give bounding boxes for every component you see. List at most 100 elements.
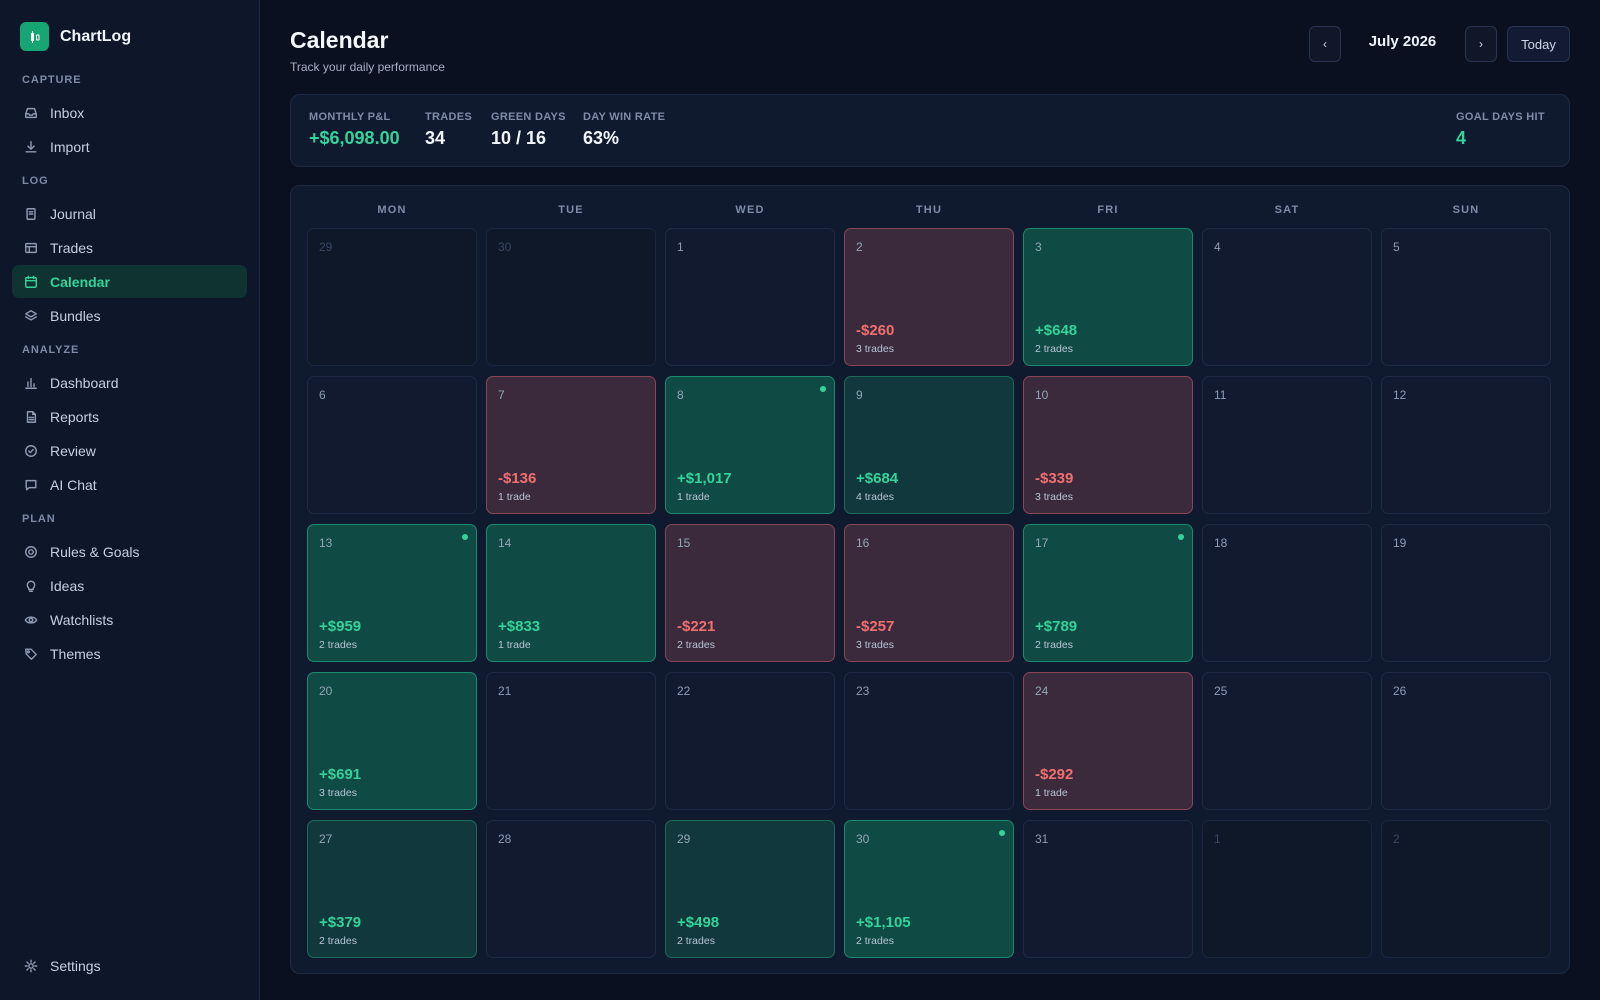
day-number: 4: [1214, 240, 1221, 254]
sidebar-item-review[interactable]: Review: [12, 434, 247, 467]
sidebar-item-dashboard[interactable]: Dashboard: [12, 366, 247, 399]
goal-hit-dot-icon: [1178, 534, 1184, 540]
day-trade-count: 3 trades: [856, 343, 894, 355]
day-pnl: +$648: [1035, 322, 1078, 339]
chat-icon: [25, 479, 37, 491]
day-number: 7: [498, 388, 505, 402]
stat-label: GREEN DAYS: [491, 111, 566, 123]
calendar-day-cell[interactable]: 1: [1202, 820, 1372, 958]
today-button[interactable]: Today: [1507, 26, 1570, 62]
day-pnl: -$260: [856, 322, 895, 339]
calendar-day-cell[interactable]: 2 -$260 3 trades: [844, 228, 1014, 366]
calendar-day-cell[interactable]: 16 -$257 3 trades: [844, 524, 1014, 662]
calendar-day-cell[interactable]: 19: [1381, 524, 1551, 662]
day-number: 31: [1035, 832, 1049, 846]
day-trade-count: 3 trades: [319, 787, 357, 799]
calendar-day-cell[interactable]: 10 -$339 3 trades: [1023, 376, 1193, 514]
calendar-grid: MON TUE WED THU FRI SAT SUN 29 30 1 2 -$260 3…: [290, 185, 1570, 974]
settings-area: Settings: [12, 949, 247, 983]
calendar-day-cell[interactable]: 2: [1381, 820, 1551, 958]
calendar-day-cell[interactable]: 30 +$1,105 2 trades: [844, 820, 1014, 958]
day-trade-count: 2 trades: [1035, 343, 1073, 355]
calendar-day-cell[interactable]: 13 +$959 2 trades: [307, 524, 477, 662]
day-number: 11: [1214, 388, 1227, 402]
calendar-day-cell[interactable]: 14 +$833 1 trade: [486, 524, 656, 662]
day-trade-count: 1 trade: [498, 639, 531, 651]
sidebar-item-label: Trades: [50, 239, 94, 256]
calendar-day-cell[interactable]: 9 +$684 4 trades: [844, 376, 1014, 514]
monthly-stats-bar: MONTHLY P&L +$6,098.00 TRADES 34 GREEN D…: [290, 94, 1570, 167]
candlestick-logo-icon: [20, 22, 49, 51]
sidebar-item-calendar[interactable]: Calendar: [12, 265, 247, 298]
next-month-button[interactable]: ›: [1465, 26, 1497, 62]
stat-label: DAY WIN RATE: [583, 111, 666, 123]
day-pnl: +$1,017: [677, 470, 732, 487]
calendar-day-cell[interactable]: 7 -$136 1 trade: [486, 376, 656, 514]
calendar-day-cell[interactable]: 28: [486, 820, 656, 958]
sidebar-item-themes[interactable]: Themes: [12, 637, 247, 670]
sidebar-item-ai-chat[interactable]: AI Chat: [12, 468, 247, 501]
calendar-day-cell[interactable]: 20 +$691 3 trades: [307, 672, 477, 810]
weekday-header-thu: THU: [915, 204, 943, 216]
sidebar-item-label: Settings: [50, 957, 101, 974]
day-number: 20: [319, 684, 333, 698]
sidebar-item-label: Review: [50, 442, 96, 459]
calendar-day-cell[interactable]: 22: [665, 672, 835, 810]
calendar-day-cell[interactable]: 31: [1023, 820, 1193, 958]
stat-trades: TRADES 34: [425, 111, 472, 149]
sidebar-item-label: Import: [50, 138, 90, 155]
calendar-day-cell[interactable]: 29 +$498 2 trades: [665, 820, 835, 958]
calendar-day-cell[interactable]: 6: [307, 376, 477, 514]
stat-value: 34: [425, 128, 446, 148]
sidebar-item-rules-goals[interactable]: Rules & Goals: [12, 535, 247, 568]
calendar-day-cell[interactable]: 5: [1381, 228, 1551, 366]
sidebar-item-inbox[interactable]: Inbox: [12, 96, 247, 129]
calendar-day-cell[interactable]: 27 +$379 2 trades: [307, 820, 477, 958]
day-trade-count: 2 trades: [856, 935, 894, 947]
brand[interactable]: ChartLog: [20, 22, 131, 51]
calendar-day-cell[interactable]: 1: [665, 228, 835, 366]
calendar-day-cell[interactable]: 3 +$648 2 trades: [1023, 228, 1193, 366]
sidebar-item-ideas[interactable]: Ideas: [12, 569, 247, 602]
sidebar-item-label: Watchlists: [50, 611, 114, 628]
calendar-day-cell[interactable]: 23: [844, 672, 1014, 810]
stat-value: 10 / 16: [491, 128, 547, 148]
stat-value: +$6,098.00: [309, 128, 400, 148]
calendar-day-cell[interactable]: 29: [307, 228, 477, 366]
calendar-day-cell[interactable]: 4: [1202, 228, 1372, 366]
calendar-day-cell[interactable]: 8 +$1,017 1 trade: [665, 376, 835, 514]
day-number: 16: [856, 536, 870, 550]
sidebar-item-import[interactable]: Import: [12, 130, 247, 163]
sidebar-item-reports[interactable]: Reports: [12, 400, 247, 433]
calendar-day-cell[interactable]: 25: [1202, 672, 1372, 810]
calendar-day-cell[interactable]: 21: [486, 672, 656, 810]
calendar-day-cell[interactable]: 15 -$221 2 trades: [665, 524, 835, 662]
sidebar-item-bundles[interactable]: Bundles: [12, 299, 247, 332]
day-number: 15: [677, 536, 691, 550]
sidebar-item-trades[interactable]: Trades: [12, 231, 247, 264]
journal-icon: [26, 207, 36, 220]
sidebar-item-label: Themes: [50, 645, 101, 662]
day-number: 23: [856, 684, 870, 698]
stat-value: 63%: [583, 128, 620, 148]
calendar-day-cell[interactable]: 26: [1381, 672, 1551, 810]
day-pnl: -$136: [498, 470, 537, 487]
sidebar-item-journal[interactable]: Journal: [12, 197, 247, 230]
day-trade-count: 2 trades: [319, 639, 357, 651]
tag-icon: [25, 647, 37, 660]
sidebar-item-watchlists[interactable]: Watchlists: [12, 603, 247, 636]
sidebar-item-settings[interactable]: Settings: [12, 949, 247, 982]
calendar-day-cell[interactable]: 12: [1381, 376, 1551, 514]
eye-icon: [24, 615, 38, 624]
day-number: 9: [856, 388, 863, 402]
calendar-day-cell[interactable]: 24 -$292 1 trade: [1023, 672, 1193, 810]
calendar-day-cell[interactable]: 17 +$789 2 trades: [1023, 524, 1193, 662]
day-number: 27: [319, 832, 333, 846]
previous-month-button[interactable]: ‹: [1309, 26, 1341, 62]
calendar-day-cell[interactable]: 30: [486, 228, 656, 366]
calendar-day-cell[interactable]: 11: [1202, 376, 1372, 514]
day-number: 19: [1393, 536, 1407, 550]
sidebar-item-label: Reports: [50, 408, 100, 425]
calendar-day-cell[interactable]: 18: [1202, 524, 1372, 662]
day-pnl: +$379: [319, 914, 362, 931]
